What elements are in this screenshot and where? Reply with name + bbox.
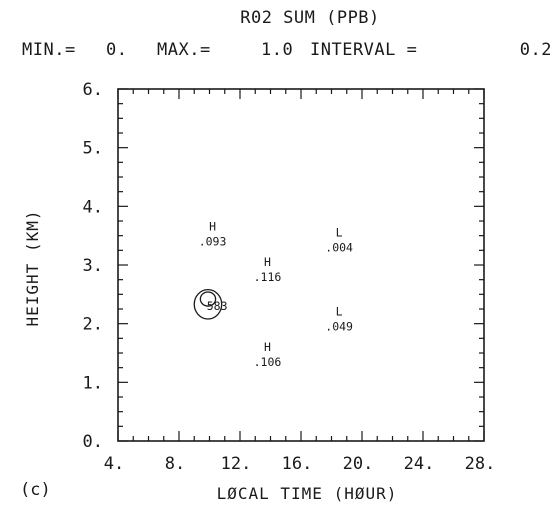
max-label: MAX.= — [157, 40, 211, 60]
x-tick-labels: 4. 8. 12. 16. 20. 24. 28. — [104, 454, 496, 474]
contour-line — [193, 288, 223, 320]
extremum-type: H — [209, 220, 216, 234]
extremum-type: H — [264, 255, 271, 269]
maximum-value: 583 — [207, 299, 228, 313]
x-axis-label: LØCAL TIME (HØUR) — [217, 484, 398, 503]
y-tick-label: 6. — [83, 80, 103, 100]
interval-label: INTERVAL = — [310, 40, 417, 60]
extremum-value: .106 — [254, 355, 282, 369]
extremum-type: L — [336, 305, 343, 319]
x-tick-label: 16. — [282, 454, 313, 474]
interval-value: 0.2 — [520, 40, 552, 60]
y-tick-label: 0. — [83, 432, 103, 452]
x-tick-label: 12. — [221, 454, 252, 474]
y-tick-label: 2. — [83, 315, 103, 335]
max-value: 1.0 — [261, 40, 293, 60]
extremum-value: .093 — [199, 235, 227, 249]
y-tick-label: 1. — [83, 373, 103, 393]
contour-line — [199, 291, 217, 307]
extremum-type: L — [336, 225, 343, 239]
extremum-value: .116 — [254, 270, 282, 284]
extremum-value: .004 — [325, 240, 353, 254]
extremum-value: .049 — [325, 320, 353, 334]
y-tick-label: 3. — [83, 256, 103, 276]
extremum-type: H — [264, 340, 271, 354]
contour-lines — [193, 288, 223, 320]
x-tick-label: 28. — [465, 454, 496, 474]
y-axis-label: HEIGHT (KM) — [23, 210, 42, 327]
y-tick-label: 5. — [83, 139, 103, 159]
x-tick-label: 20. — [343, 454, 374, 474]
panel-label: (c) — [20, 480, 51, 500]
x-tick-label: 4. — [104, 454, 124, 474]
y-tick-label: 4. — [83, 197, 103, 217]
min-label: MIN.= — [22, 40, 76, 60]
x-tick-label: 8. — [165, 454, 185, 474]
y-tick-labels: 0. 1. 2. 3. 4. 5. 6. — [83, 80, 103, 452]
axis-ticks — [117, 88, 485, 442]
chart-title: R02 SUM (PPB) — [240, 8, 380, 28]
x-tick-label: 24. — [404, 454, 435, 474]
min-value: 0. — [106, 40, 127, 60]
plot-frame — [117, 88, 485, 442]
